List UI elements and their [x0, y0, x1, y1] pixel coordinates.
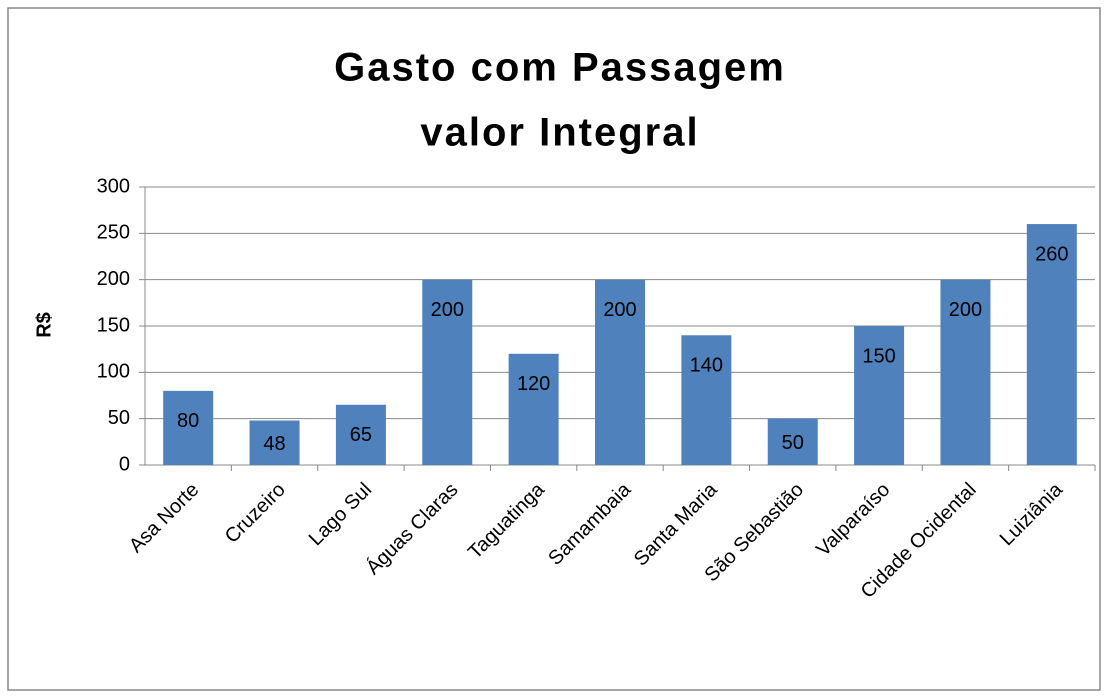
bar	[422, 279, 473, 465]
chart-title: Gasto com Passagem	[334, 46, 786, 90]
data-label: 65	[350, 424, 372, 446]
bar	[767, 418, 818, 465]
bar	[940, 279, 991, 465]
y-axis-label: R$	[33, 312, 55, 338]
bar	[249, 420, 300, 465]
bar	[335, 404, 386, 465]
chart-border	[7, 7, 1101, 691]
y-tick-label: 50	[108, 407, 130, 429]
y-tick-label: 150	[97, 314, 130, 336]
chart-title: valor Integral	[420, 111, 699, 155]
data-label: 80	[177, 410, 199, 432]
bar	[681, 335, 732, 465]
data-label: 150	[862, 345, 895, 367]
data-label: 200	[431, 299, 464, 321]
data-label: 140	[690, 355, 723, 377]
y-tick-label: 100	[97, 361, 130, 383]
data-label: 260	[1035, 243, 1068, 265]
data-label: 200	[949, 299, 982, 321]
y-tick-label: 0	[119, 453, 130, 475]
bar	[1026, 224, 1077, 465]
data-label: 50	[782, 432, 804, 454]
data-label: 120	[517, 373, 550, 395]
bar	[163, 390, 214, 465]
data-label: 200	[603, 299, 636, 321]
bar	[508, 353, 559, 465]
y-tick-label: 300	[97, 175, 130, 197]
y-tick-label: 200	[97, 268, 130, 290]
data-label: 48	[263, 433, 285, 455]
y-tick-label: 250	[97, 222, 130, 244]
bar	[854, 326, 905, 465]
bar	[595, 279, 645, 465]
